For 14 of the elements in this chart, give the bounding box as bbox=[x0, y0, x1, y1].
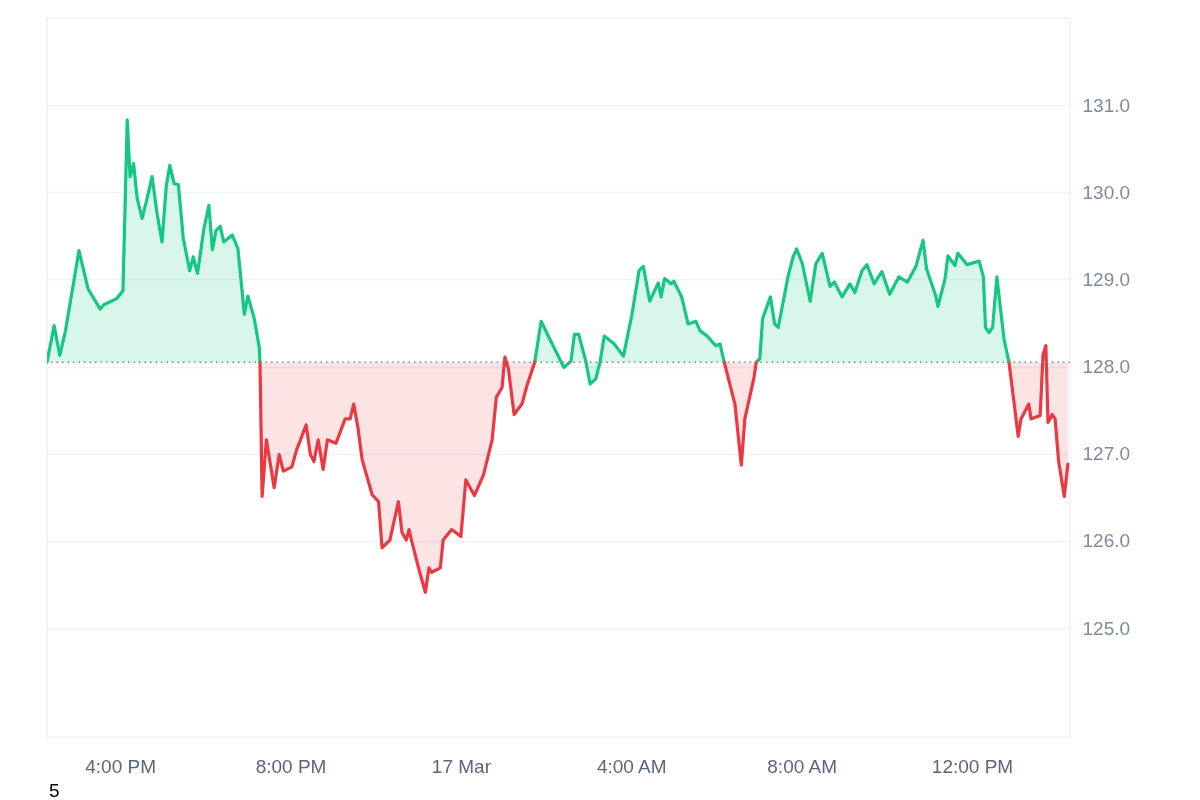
y-tick-label: 131.0 bbox=[1082, 94, 1131, 116]
x-tick-label: 4:00 PM bbox=[85, 755, 156, 777]
y-tick-label: 129.0 bbox=[1082, 268, 1131, 290]
y-tick-label: 127.0 bbox=[1082, 443, 1131, 465]
x-tick-label: 8:00 PM bbox=[255, 755, 327, 777]
text: 5 bbox=[49, 780, 60, 800]
y-tick-label: 128.0 bbox=[1082, 356, 1131, 378]
x-tick-label: 8:00 AM bbox=[767, 755, 838, 777]
x-tick-label: 4:00 AM bbox=[596, 755, 667, 777]
x-tick-label: 12:00 PM bbox=[931, 755, 1014, 777]
x-tick-label: 17 Mar bbox=[431, 755, 492, 777]
y-tick-label: 126.0 bbox=[1082, 530, 1131, 552]
y-tick-label: 130.0 bbox=[1082, 181, 1131, 203]
y-tick-label: 125.0 bbox=[1082, 617, 1131, 639]
